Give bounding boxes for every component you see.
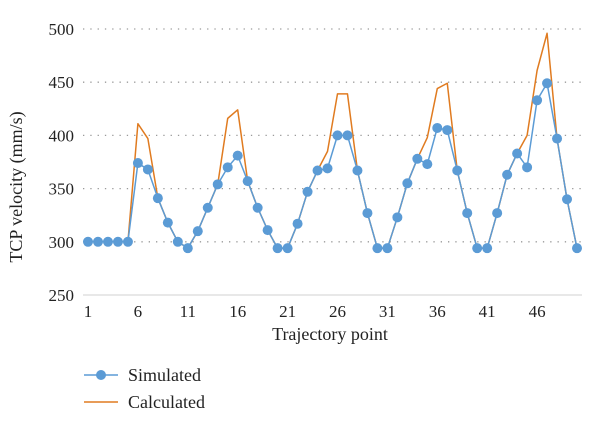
data-point-simulated [522,162,533,173]
data-point-simulated [232,150,243,161]
data-point-simulated [452,165,463,176]
y-axis-title: TCP velocity (mm/s) [6,111,27,262]
data-point-simulated [392,212,403,223]
data-point-simulated [152,193,163,204]
data-point-simulated [492,208,503,219]
data-point-simulated [532,95,543,106]
y-tick-labels: 250 300 350 400 450 500 [49,20,75,305]
data-point-simulated [332,130,343,141]
data-point-simulated [182,243,193,254]
x-tick-label: 6 [134,302,143,321]
data-point-simulated [242,176,253,187]
y-tick-label: 500 [49,20,75,39]
y-tick-label: 400 [49,126,75,145]
y-tick-label: 250 [49,286,75,305]
data-point-simulated [172,236,183,247]
data-point-simulated [422,159,433,170]
data-point-simulated [382,243,393,254]
data-point-simulated [362,208,373,219]
x-tick-label: 21 [279,302,296,321]
x-tick-label: 16 [229,302,246,321]
legend-item-calculated: Calculated [84,392,205,412]
data-point-simulated [472,243,483,254]
data-point-simulated [372,243,383,254]
data-point-simulated [292,218,303,229]
data-point-simulated [342,130,353,141]
data-point-simulated [112,236,123,247]
data-point-simulated [432,122,443,133]
series-group [83,32,582,254]
legend: Simulated Calculated [84,365,205,412]
data-point-simulated [352,165,363,176]
legend-item-simulated: Simulated [84,365,201,385]
x-tick-label: 31 [379,302,396,321]
data-point-simulated [222,162,233,173]
data-point-simulated [402,178,413,189]
x-tick-label: 11 [180,302,196,321]
data-point-simulated [102,236,113,247]
data-point-simulated [282,243,293,254]
data-point-simulated [162,217,173,228]
data-point-simulated [572,243,582,254]
x-axis-title: Trajectory point [272,324,388,344]
data-point-simulated [562,194,573,205]
data-point-simulated [262,225,273,236]
legend-label-simulated: Simulated [128,365,201,385]
y-tick-label: 300 [49,233,75,252]
data-point-simulated [502,169,513,180]
x-tick-label: 26 [329,302,346,321]
data-point-simulated [322,163,333,174]
data-point-simulated [132,158,143,169]
data-point-simulated [192,226,203,237]
data-point-simulated [462,208,473,219]
data-point-simulated [512,148,523,159]
data-point-simulated [552,133,563,144]
data-point-simulated [252,202,263,213]
data-point-simulated [542,78,553,89]
x-tick-label: 36 [429,302,446,321]
data-point-simulated [302,186,313,197]
x-tick-label: 41 [479,302,496,321]
x-tick-labels: 1 6 11 16 21 26 31 36 41 46 [84,302,546,321]
data-point-simulated [83,236,93,247]
series-line-calculated [88,32,578,249]
data-point-simulated [482,243,493,254]
data-point-simulated [212,179,223,190]
data-point-simulated [442,125,453,136]
y-tick-label: 450 [49,73,75,92]
data-point-simulated [312,165,323,176]
data-point-simulated [122,236,133,247]
legend-marker-simulated [96,370,106,380]
series-line-simulated [88,82,578,249]
data-point-simulated [412,153,423,164]
x-tick-label: 1 [84,302,93,321]
data-point-simulated [272,243,283,254]
data-point-simulated [202,202,213,213]
legend-label-calculated: Calculated [128,392,205,412]
data-point-simulated [142,164,153,175]
y-tick-label: 350 [49,180,75,199]
x-tick-label: 46 [529,302,546,321]
data-point-simulated [92,236,103,247]
